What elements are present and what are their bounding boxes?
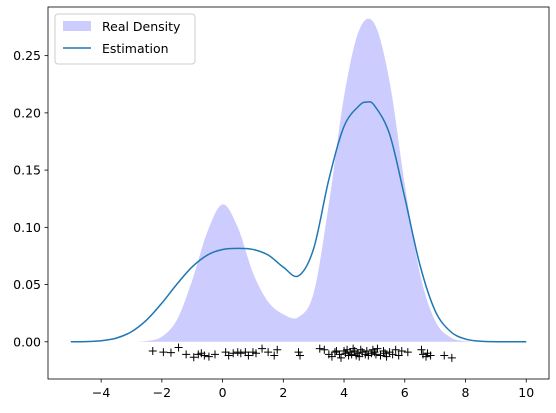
sample-point-marker [440,351,449,360]
sample-point-marker [391,345,400,354]
sample-point-marker [337,353,346,362]
sample-point-marker [330,348,339,357]
sample-point-marker [200,351,209,360]
x-tick-label: 6 [401,385,409,400]
sample-point-marker [382,352,391,361]
y-tick-label: 0.05 [13,277,41,292]
x-tick-label: 4 [340,385,348,400]
estimation-line [70,101,527,343]
axis-ticks: −4 −2 0 2 4 6 8 10 0.00 0.05 0.10 0.15 0.20 0.25 [13,48,534,400]
sample-point-marker [244,351,253,360]
legend-real-density-label: Real Density [102,19,181,34]
legend: Real Density Estimation [54,13,196,65]
sample-point-marker [229,349,238,358]
sample-point-marker [371,350,380,359]
y-tick-label: 0.00 [13,334,41,349]
sample-point-marker [264,348,273,357]
sample-point-marker [417,345,426,354]
sample-point-marker [258,344,267,353]
sample-point-marker [251,349,260,358]
axes-frame [47,6,550,380]
sample-point-marker [388,350,397,359]
sample-point-marker [224,351,233,360]
x-tick-label: 10 [518,385,534,400]
sample-point-marker [315,344,324,353]
sample-point-marker [174,343,183,352]
sample-point-marker [327,352,336,361]
sample-point-marker [294,348,303,357]
sample-point-marker [426,351,435,360]
sample-point-marker [204,352,213,361]
y-tick-label: 0.20 [13,105,41,120]
sample-point-marker [320,345,329,354]
sample-point-marker [422,352,431,361]
sample-point-marker [362,346,371,355]
sample-point-marker [394,351,403,360]
sample-point-marker [397,346,406,355]
sample-point-marker [166,348,175,357]
sample-point-marker [296,351,305,360]
legend-estimation-label: Estimation [102,41,169,56]
x-tick-label: 2 [279,385,287,400]
x-tick-label: −4 [92,385,110,400]
sample-point-marker [447,353,456,362]
sample-point-marker [270,351,279,360]
x-tick-label: 8 [462,385,470,400]
x-tick-label: 0 [219,385,227,400]
legend-real-density-patch [63,21,91,31]
sample-point-marker [182,350,191,359]
sample-point-marker [159,348,168,357]
sample-point-marker [189,353,198,362]
y-tick-label: 0.25 [13,48,41,63]
plot-area [70,18,527,362]
sample-point-marker [373,344,382,353]
sample-point-marker [381,349,390,358]
sample-point-marker [403,348,412,357]
real-density-area [70,18,527,342]
y-tick-label: 0.10 [13,220,41,235]
sample-point-marker [236,349,245,358]
sample-point-marker [335,350,344,359]
sample-point-marker [355,352,364,361]
sample-point-marker [273,345,282,354]
y-tick-label: 0.15 [13,163,41,178]
sample-point-marker [376,351,385,360]
sample-point-marker [148,346,157,355]
x-tick-label: −2 [153,385,171,400]
sample-point-marker [211,350,219,359]
